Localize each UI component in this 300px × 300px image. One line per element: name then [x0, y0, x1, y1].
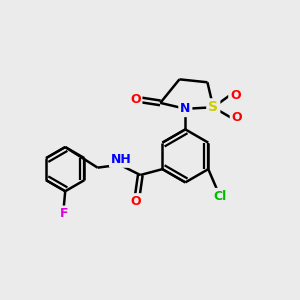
Text: O: O — [230, 89, 241, 102]
Text: O: O — [130, 195, 141, 208]
Text: N: N — [180, 102, 190, 115]
Text: NH: NH — [111, 153, 131, 166]
Text: O: O — [232, 111, 242, 124]
Text: F: F — [59, 207, 68, 220]
Text: O: O — [130, 93, 141, 106]
Text: S: S — [208, 100, 218, 114]
Text: Cl: Cl — [213, 190, 227, 203]
